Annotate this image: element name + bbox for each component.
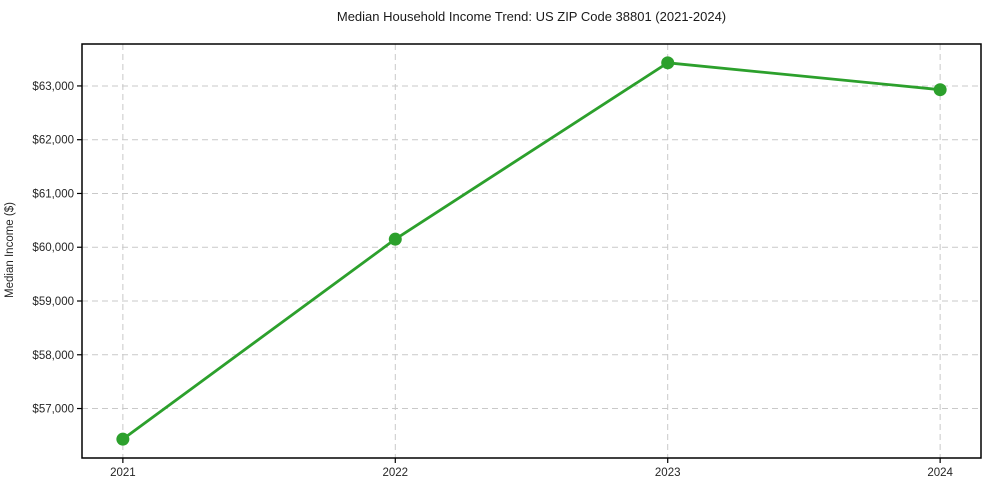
data-point: [933, 83, 947, 97]
data-point: [116, 432, 130, 446]
x-tick-label: 2022: [382, 467, 408, 479]
plot-border: [81, 43, 982, 459]
y-tick-label: $61,000: [32, 188, 74, 200]
series-line: [121, 61, 942, 441]
y-tick-label: $57,000: [32, 404, 74, 416]
chart-title: Median Household Income Trend: US ZIP Co…: [336, 9, 727, 24]
data-point: [661, 56, 675, 70]
x-tick-label: 2021: [110, 467, 136, 479]
y-tick-label: $60,000: [32, 242, 74, 254]
x-tick-label: 2023: [655, 467, 681, 479]
x-tick-label: 2024: [927, 467, 953, 479]
y-tick-label: $63,000: [32, 81, 74, 93]
y-tick-label: $62,000: [32, 135, 74, 147]
y-tick-label: $58,000: [32, 350, 74, 362]
data-point: [388, 232, 402, 246]
y-tick-label: $59,000: [32, 296, 74, 308]
